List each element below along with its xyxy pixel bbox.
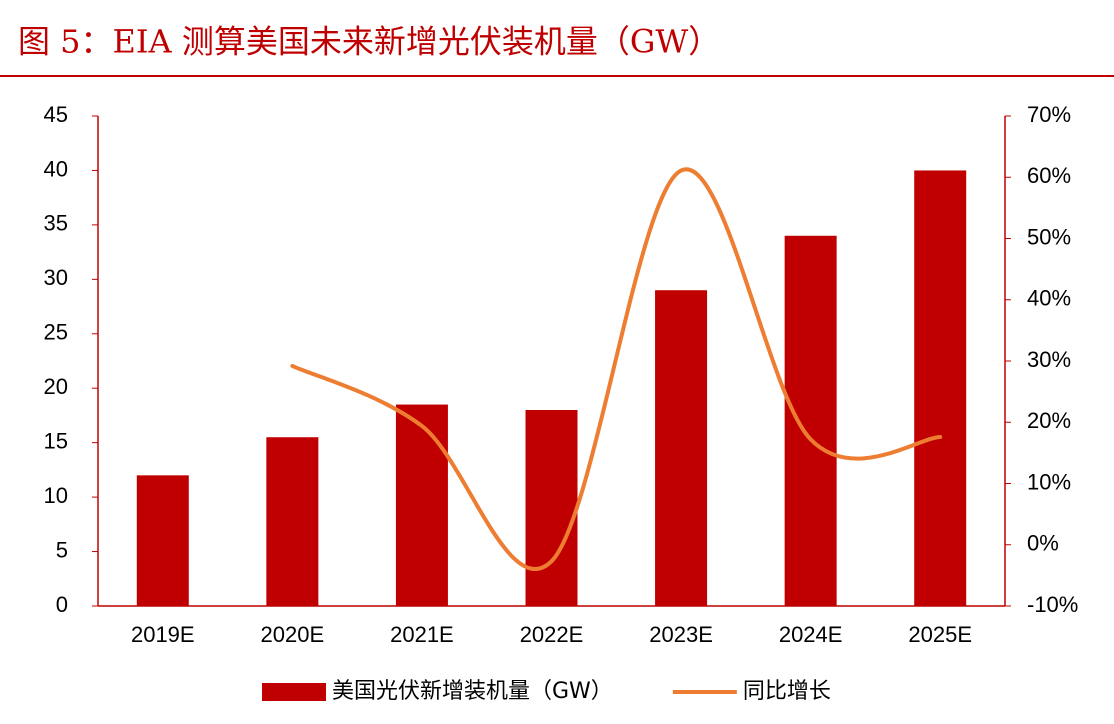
chart-title: 图 5：EIA 测算美国未来新增光伏装机量（GW） bbox=[18, 23, 720, 61]
legend-label: 美国光伏新增装机量（GW） bbox=[332, 679, 613, 704]
y-tick-label: 5 bbox=[56, 537, 68, 562]
line bbox=[290, 167, 943, 571]
y2-tick-label: 20% bbox=[1027, 408, 1071, 433]
y2-tick-label: 60% bbox=[1027, 163, 1071, 188]
y2-tick-label: 30% bbox=[1027, 347, 1071, 372]
x-tick-label: 2024E bbox=[779, 622, 843, 647]
legend-swatch bbox=[262, 683, 326, 701]
y2-tick-label: 40% bbox=[1027, 286, 1071, 311]
bar bbox=[784, 235, 837, 606]
x-tick-label: 2020E bbox=[261, 622, 325, 647]
bar bbox=[914, 170, 967, 606]
y-tick-label: 0 bbox=[56, 592, 68, 617]
y-tick-label: 20 bbox=[44, 374, 68, 399]
y-tick-label: 45 bbox=[44, 102, 68, 127]
y2-tick-label: -10% bbox=[1027, 592, 1078, 617]
x-tick-label: 2019E bbox=[131, 622, 195, 647]
bar bbox=[525, 410, 578, 606]
bar bbox=[266, 437, 319, 606]
y2-tick-label: 0% bbox=[1027, 531, 1059, 556]
bar bbox=[395, 404, 448, 606]
x-tick-label: 2022E bbox=[520, 622, 584, 647]
y-tick-label: 40 bbox=[44, 156, 68, 181]
bar bbox=[655, 290, 708, 606]
y-tick-label: 10 bbox=[44, 483, 68, 508]
x-tick-label: 2021E bbox=[390, 622, 454, 647]
x-tick-label: 2025E bbox=[908, 622, 972, 647]
y-tick-label: 15 bbox=[44, 428, 68, 453]
y2-tick-label: 10% bbox=[1027, 469, 1071, 494]
x-tick-label: 2023E bbox=[649, 622, 713, 647]
y2-tick-label: 50% bbox=[1027, 224, 1071, 249]
y-tick-label: 35 bbox=[44, 211, 68, 236]
y2-tick-label: 70% bbox=[1027, 102, 1071, 127]
y-tick-label: 30 bbox=[44, 265, 68, 290]
y-tick-label: 25 bbox=[44, 320, 68, 345]
legend-label: 同比增长 bbox=[743, 679, 831, 704]
bar bbox=[136, 475, 189, 606]
